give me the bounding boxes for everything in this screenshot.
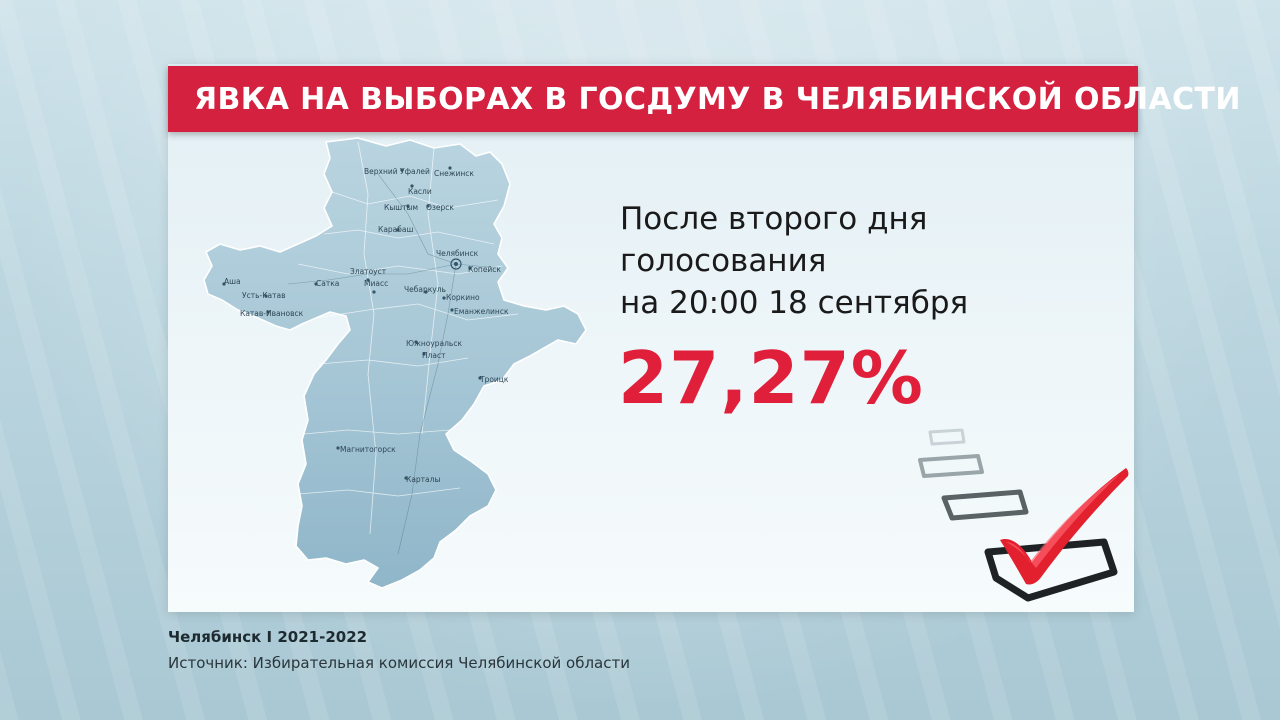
city-label-zlatoust: Златоуст [350, 267, 387, 276]
city-label-verkhny-ufaley: Верхний Уфалей [364, 167, 430, 176]
city-label-ust-katav: Усть-Катав [242, 291, 286, 300]
region-map: Верхний Уфалей Снежинск Касли Кыштым Озе… [198, 134, 590, 604]
city-label-miass: Миасс [364, 279, 388, 288]
footer-source: Источник: Избирательная комиссия Челябин… [168, 654, 630, 672]
city-label-kyshtym: Кыштым [384, 203, 418, 212]
title-bar: ЯВКА НА ВЫБОРАХ В ГОСДУМУ В ЧЕЛЯБИНСКОЙ … [168, 66, 1240, 132]
city-label-troitsk: Троицк [479, 375, 509, 384]
info-line-3: на 20:00 18 сентября [620, 285, 969, 321]
city-label-magnitogorsk: Магнитогорск [340, 445, 396, 454]
city-label-kartaly: Карталы [406, 475, 440, 484]
city-label-plast: Пласт [422, 351, 446, 360]
checkbox-illustration [900, 420, 1140, 610]
turnout-value: 27,27% [618, 336, 924, 420]
city-label-emanzhelinsk: Еманжелинск [454, 307, 509, 316]
page-title: ЯВКА НА ВЫБОРАХ В ГОСДУМУ В ЧЕЛЯБИНСКОЙ … [194, 82, 1241, 117]
city-label-chebarkul: Чебаркуль [404, 285, 446, 294]
region-map-svg: Верхний Уфалей Снежинск Касли Кыштым Озе… [203, 137, 587, 589]
city-label-yuzhnouralsk: Южноуральск [406, 339, 462, 348]
footer-title: Челябинск I 2021-2022 [168, 628, 368, 646]
turnout-info: После второго дня голосования на 20:00 1… [620, 198, 1120, 324]
city-label-asha: Аша [224, 277, 241, 286]
info-line-2: голосования [620, 243, 827, 279]
city-label-ozersk: Озерск [426, 203, 454, 212]
city-label-korkino: Коркино [446, 293, 480, 302]
city-label-snezhinsk: Снежинск [434, 169, 474, 178]
city-label-kasli: Касли [408, 187, 432, 196]
city-label-chelyabinsk: Челябинск [436, 249, 479, 258]
city-label-karabash: Карабаш [378, 225, 413, 234]
city-label-katav-ivanovsk: Катав-Ивановск [240, 309, 304, 318]
city-label-satka: Сатка [316, 279, 339, 288]
city-label-kopeysk: Копейск [468, 265, 501, 274]
info-line-1: После второго дня [620, 201, 928, 237]
checkmark-icon [918, 428, 1129, 602]
